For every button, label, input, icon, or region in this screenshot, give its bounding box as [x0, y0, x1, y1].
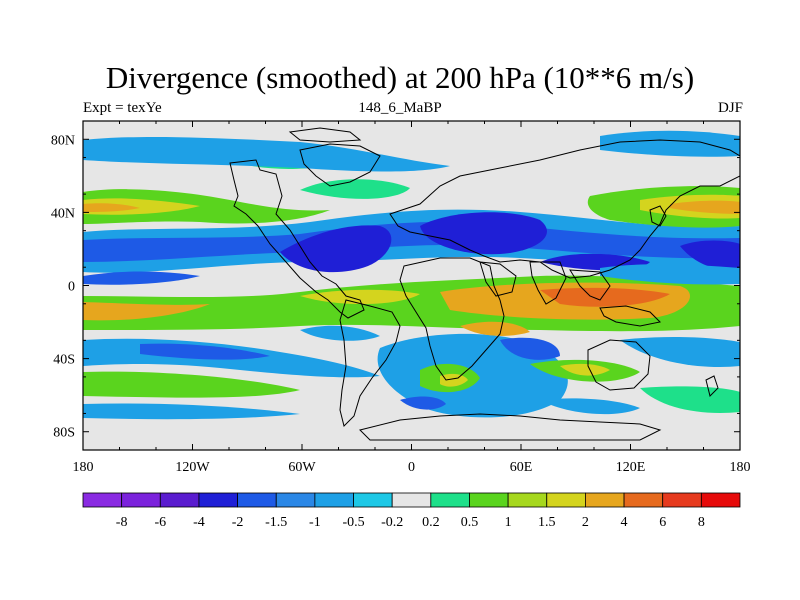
colorbar-swatch	[198, 492, 238, 508]
colorbar-swatch	[662, 492, 702, 508]
x-tick-label: 180	[730, 460, 751, 475]
colorbar: -8 -6 -4 -2 -1.5 -1 -0.5 -0.2 0.2 0.5 1 1.5 2 4 6 8	[82, 492, 741, 530]
nh-midlat-convergence-core	[83, 221, 740, 262]
australia-outline	[587, 339, 651, 391]
y-tick-label: 80S	[53, 426, 75, 441]
season-label: DJF	[717, 100, 743, 116]
colorbar-label: -4	[193, 515, 205, 530]
case-label: 148_6_MaBP	[358, 100, 442, 116]
colorbar-swatch	[159, 492, 200, 508]
x-tick-label: 0	[408, 460, 415, 475]
arctic-islands-outline	[288, 127, 362, 143]
x-tick-label: 180	[73, 460, 94, 475]
colorbar-swatch	[585, 492, 625, 508]
maritime-continent-outline	[599, 305, 662, 327]
colorbar-label: 0.2	[422, 515, 440, 530]
arctic-convergence	[83, 136, 450, 172]
sh-subtropical-divergence	[83, 371, 300, 398]
y-tick-label: 0	[68, 280, 75, 295]
colorbar-swatch	[430, 492, 470, 508]
colorbar-label: 4	[621, 515, 628, 530]
colorbar-swatch	[546, 492, 586, 508]
x-tick-label: 120W	[175, 460, 210, 475]
colorbar-swatch	[121, 492, 161, 508]
experiment-label: Expt = texYe	[83, 100, 162, 116]
southeast-asia-outline	[569, 269, 611, 301]
eurasia-outline	[389, 139, 740, 279]
north-america-outline	[229, 159, 365, 319]
y-tick-label: 40N	[51, 206, 75, 221]
colorbar-label: -0.5	[342, 515, 364, 530]
figure-title: Divergence (smoothed) at 200 hPa (10**6 …	[105, 60, 695, 95]
colorbar-label: 2	[582, 515, 589, 530]
colorbar-swatch	[82, 492, 123, 508]
convergence-dark-east-pacific	[680, 240, 740, 271]
y-tick-label: 40S	[53, 353, 75, 368]
colorbar-swatch	[469, 492, 509, 508]
antarctica-outline	[359, 413, 662, 441]
colorbar-label: -1	[309, 515, 321, 530]
japan-outline	[649, 205, 667, 227]
colorbar-label: 1	[505, 515, 512, 530]
coastlines	[229, 127, 740, 441]
colorbar-label: 6	[659, 515, 666, 530]
convergence-dark-north-america	[280, 225, 392, 273]
africa-outline	[399, 257, 505, 381]
colorbar-swatch	[237, 492, 277, 508]
axis-ticks: 180 120W 60W 0 60E 120E 180 80N 40N 0 40S 80S	[51, 120, 751, 475]
colorbar-label: -1.5	[265, 515, 287, 530]
colorbar-label: 0.5	[461, 515, 479, 530]
colorbar-swatch	[314, 492, 354, 508]
colorbar-label: -6	[154, 515, 166, 530]
colorbar-swatch	[507, 492, 548, 508]
divergence-field	[83, 130, 740, 420]
colorbar-swatch	[623, 492, 664, 508]
convergence-dark-asia	[420, 212, 547, 255]
x-tick-label: 60E	[510, 460, 533, 475]
colorbar-swatch	[275, 492, 316, 508]
colorbar-label: -2	[232, 515, 244, 530]
colorbar-label: -8	[116, 515, 128, 530]
nh-subtropical-divergence	[83, 189, 330, 224]
equatorial-convergence	[83, 271, 200, 285]
colorbar-label: -0.2	[381, 515, 403, 530]
y-tick-label: 80N	[51, 133, 75, 148]
colorbar-swatch	[391, 492, 432, 508]
arabia-outline	[479, 261, 517, 297]
india-outline	[529, 261, 567, 305]
colorbar-label: 8	[698, 515, 705, 530]
colorbar-label: 1.5	[538, 515, 556, 530]
colorbar-swatch	[353, 492, 393, 508]
colorbar-swatch	[700, 492, 741, 508]
greenland-outline	[299, 143, 381, 187]
x-tick-label: 120E	[616, 460, 646, 475]
south-america-outline	[339, 299, 401, 427]
x-tick-label: 60W	[288, 460, 316, 475]
new-zealand-outline	[705, 375, 719, 397]
